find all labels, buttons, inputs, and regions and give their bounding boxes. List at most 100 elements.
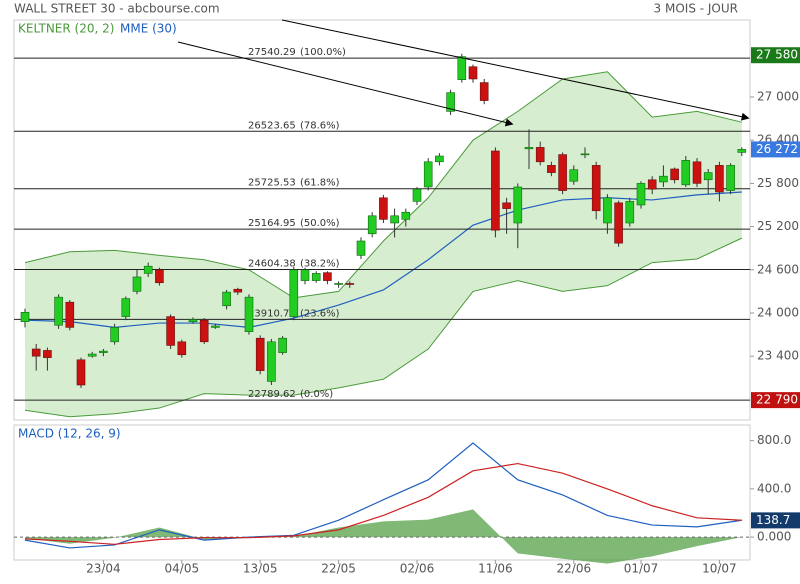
candle-body [457, 56, 467, 80]
candle-body [580, 153, 590, 156]
fib-value: 27540.29 [248, 47, 296, 58]
x-tick-label: 01/07 [624, 562, 659, 576]
candle-body [479, 82, 489, 101]
candle-body [737, 149, 747, 153]
candle-body [356, 240, 366, 256]
candle-body [211, 325, 220, 328]
candle-body [300, 269, 310, 281]
price-tag [751, 47, 800, 64]
candle-body [76, 359, 86, 386]
price-tag [751, 141, 800, 158]
candle-body [334, 283, 343, 285]
candle-body [446, 92, 455, 112]
candle-body [155, 269, 164, 284]
candle-body [166, 316, 175, 346]
candle-body [31, 348, 41, 357]
candle-body [513, 186, 523, 224]
macd-tick-label: 800.0 [757, 433, 791, 447]
fib-value: 24604.38 [248, 258, 296, 269]
candle-body [569, 169, 579, 182]
candle-body [390, 215, 399, 224]
candle-body [401, 211, 411, 220]
y-tick-label: 25 200 [757, 219, 799, 233]
x-tick-label: 11/06 [478, 562, 513, 576]
candle-body [468, 66, 478, 80]
macd-tick-label: 400.0 [757, 481, 791, 495]
fib-value: 25164.95 [248, 218, 296, 229]
candle-body [491, 150, 500, 231]
candle-body [345, 283, 355, 285]
candle-body [726, 165, 735, 191]
price-tag-label: 27 580 [756, 48, 798, 62]
y-tick-label: 23 400 [757, 349, 799, 363]
macd-histogram [25, 509, 742, 564]
candle-body [65, 301, 75, 328]
candle-body [222, 291, 231, 307]
legend-mme: MME (30) [120, 22, 177, 36]
candle-body [54, 296, 63, 326]
price-tag-label: 22 790 [756, 393, 798, 407]
candle-body [255, 337, 265, 371]
candle-body [87, 353, 97, 357]
trend-line [281, 19, 750, 121]
x-tick-label: 22/06 [557, 562, 592, 576]
candle-body [278, 337, 287, 353]
candle-body [367, 215, 377, 235]
fib-percent: (61.8%) [300, 178, 340, 189]
fib-percent: (50.0%) [300, 218, 340, 229]
x-tick-label: 02/06 [400, 562, 435, 576]
candle-body [535, 147, 545, 163]
candle-body [177, 341, 187, 356]
macd-tick-label: 0.000 [757, 530, 791, 544]
candle-body [110, 327, 119, 343]
price-panel [13, 19, 751, 421]
x-tick-label: 22/05 [321, 562, 356, 576]
fib-percent: (100.0%) [300, 47, 346, 58]
candle-body [558, 154, 567, 191]
candle-body [625, 201, 635, 224]
candle-body [188, 319, 198, 322]
price-tag-label: 26 272 [756, 142, 798, 156]
candle-body [659, 175, 668, 183]
y-tick-label: 27 000 [757, 89, 799, 103]
candle-body [502, 202, 511, 209]
candle-body [99, 350, 108, 353]
candle-body [323, 272, 332, 281]
fib-value: 26523.65 [248, 120, 296, 131]
candle-body [132, 276, 142, 292]
candle-body [43, 350, 52, 358]
mme-line [24, 191, 742, 329]
trend-line [177, 41, 514, 127]
period-label: 3 MOIS - JOUR [654, 2, 738, 16]
fib-value: 23910.78 [248, 308, 296, 319]
candle-body [244, 296, 254, 333]
candle-body [379, 197, 388, 220]
legend-keltner: KELTNER (20, 2) [18, 22, 114, 36]
candle-body [692, 161, 702, 184]
candle-body [233, 288, 243, 293]
y-tick-label: 25 800 [757, 176, 799, 190]
chart-title: WALL STREET 30 - abcbourse.com [14, 2, 220, 16]
candle-body [703, 172, 713, 181]
macd-line [24, 442, 742, 549]
candle-body [267, 341, 276, 382]
fib-percent: (0.0%) [300, 389, 333, 400]
keltner-fill [25, 71, 742, 417]
candle-body [121, 298, 131, 317]
candle-body [412, 188, 422, 202]
x-tick-label: 10/07 [702, 562, 737, 576]
candle-body [670, 168, 679, 181]
y-tick-label: 24 600 [757, 262, 799, 276]
candle-body [547, 165, 556, 173]
fib-value: 25725.53 [248, 178, 296, 189]
candle-body [289, 269, 299, 317]
fib-percent: (23.6%) [300, 308, 340, 319]
x-tick-label: 13/05 [243, 562, 278, 576]
candle-body [715, 165, 724, 193]
x-tick-label: 23/04 [86, 562, 121, 576]
candle-body [636, 183, 646, 206]
price-tag [751, 392, 800, 409]
macd-panel [13, 424, 751, 561]
fib-value: 22789.62 [248, 389, 296, 400]
